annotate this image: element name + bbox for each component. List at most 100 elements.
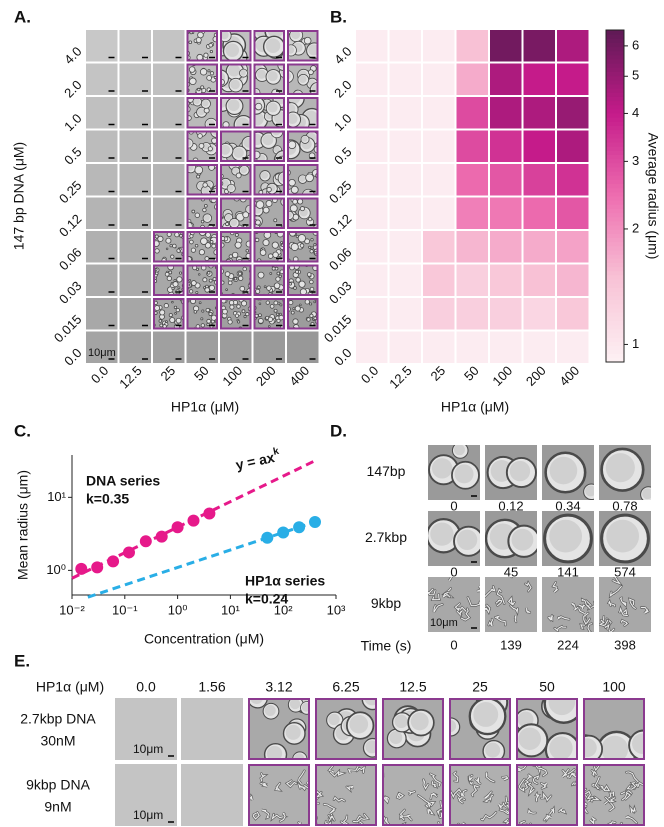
colorbar-strip [606,354,624,359]
droplet [246,249,249,252]
droplet [207,319,211,323]
droplet [228,281,232,285]
droplet [209,312,212,315]
droplet-core [549,520,582,553]
colorbar-strip [606,279,624,284]
colorbar-strip [606,341,624,346]
droplet [264,286,266,288]
droplet [177,277,182,282]
droplet [242,310,245,313]
data-point [140,535,152,547]
droplet [195,244,198,247]
colorbar-strip [606,96,624,101]
micrograph [86,298,118,330]
micrograph [279,89,322,131]
row-label: 0.5 [61,144,84,167]
colorbar-strip [606,113,624,118]
heatmap-cell [457,30,489,62]
droplet [291,243,298,250]
heatmap-cell [557,298,589,330]
droplet [255,220,260,225]
droplet [238,272,241,275]
heatmap-cell [423,332,455,364]
micrograph [120,30,152,62]
droplet-core [510,461,530,481]
micrograph [254,231,286,264]
droplet [258,318,263,323]
droplet [206,308,210,312]
heatmap-cell [423,64,455,96]
micrograph [86,265,118,297]
droplet-core [473,702,498,727]
droplet [255,238,259,242]
droplet [256,289,260,293]
colorbar-strip [606,258,624,263]
droplet [300,289,306,295]
micrograph [153,97,185,129]
colorbar-strip [606,287,624,292]
colorbar-strip [606,217,624,222]
heatmap-cell [356,97,388,129]
column-label: 50 [191,363,212,384]
droplet-core [225,43,239,57]
droplet [170,244,172,246]
droplet [293,199,298,204]
droplet-core [240,70,246,76]
heatmap-cell [524,97,556,129]
column-label: 12.5 [386,363,415,392]
droplet [210,72,213,75]
micrograph [120,131,152,163]
time-label: Time (s) [361,638,412,654]
colorbar-strip [606,155,624,160]
droplet [198,32,204,38]
droplet [201,324,204,327]
colorbar-strip [606,262,624,267]
droplet [258,314,261,317]
colorbar-strip [606,38,624,43]
droplet [226,289,228,291]
heatmap-cell [423,97,455,129]
droplet [310,250,313,253]
droplet [234,277,237,280]
micrograph [599,575,651,632]
droplet [274,283,280,289]
heatmap-cell [490,265,522,297]
heatmap-cell [457,64,489,96]
data-point [309,516,321,528]
image-background [181,698,243,760]
micrograph [186,297,218,329]
row-label: 0.015 [321,312,355,346]
colorbar-strip [606,30,624,35]
heatmap-cell [490,231,522,263]
droplet [175,312,177,314]
droplet [296,278,300,282]
colorbar-strip [606,47,624,52]
droplet [202,310,204,312]
micrograph [120,265,152,297]
droplet [209,279,212,282]
micrograph [542,577,598,635]
heatmap-cell [490,332,522,364]
row-label: 1.0 [331,111,354,134]
heatmap-cell [490,97,522,129]
colorbar-strip [606,134,624,139]
equation-exponent: k [272,445,280,457]
colorbar-strip [606,76,624,81]
droplet-core [512,529,534,551]
droplet [298,235,305,242]
row-label: 0.03 [326,278,355,307]
droplet [314,244,316,246]
droplet [306,174,314,182]
colorbar-strip [606,146,624,151]
time-value: 224 [557,637,579,652]
micrograph [449,764,514,827]
equation: y = axk [234,445,282,472]
column-label: 100 [602,679,626,695]
row-label: 30nM [40,733,75,749]
colorbar-strip [606,184,624,189]
droplet [198,88,201,91]
heatmap-cell [356,332,388,364]
micrograph [582,759,648,827]
column-label: 1.56 [198,679,225,695]
micrograph [152,264,187,297]
